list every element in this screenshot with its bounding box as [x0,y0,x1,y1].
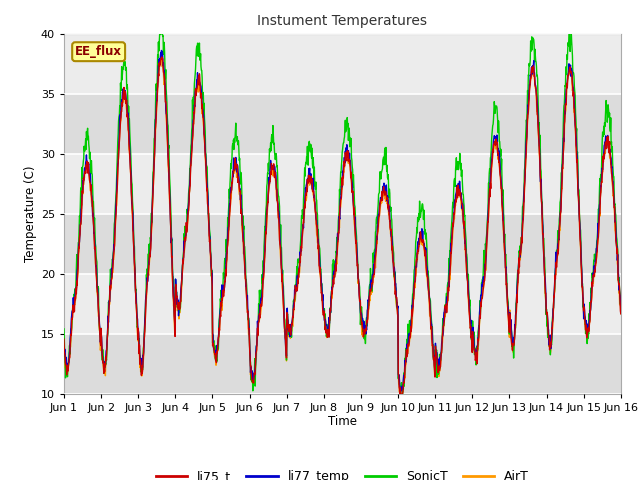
li77_temp [157,48,165,53]
AirT [429,355,437,361]
AirT [397,396,405,402]
SonicT [399,396,406,401]
li77_temp [171,317,179,323]
Bar [64,94,621,154]
li75_t [184,209,192,215]
SonicT [617,298,625,304]
AirT [171,328,179,334]
li75_t [429,357,437,363]
Bar [64,154,621,214]
SonicT [156,23,164,29]
li75_t [60,336,68,342]
li75_t [502,282,510,288]
Title: Instument Temperatures: Instument Temperatures [257,14,428,28]
Y-axis label: Temperature (C): Temperature (C) [24,165,36,262]
Bar [64,34,621,94]
Line: SonicT: SonicT [64,26,621,398]
li77_temp [617,306,625,312]
Line: AirT: AirT [64,57,621,399]
AirT [502,282,510,288]
li77_temp [397,388,405,394]
li77_temp [60,348,68,354]
SonicT [552,266,559,272]
SonicT [171,314,179,320]
li77_temp [552,265,559,271]
li75_t [552,276,559,282]
li75_t [158,54,166,60]
li75_t [398,394,406,399]
li77_temp [184,205,192,211]
li77_temp [429,355,437,361]
Line: li77_temp: li77_temp [64,50,621,391]
SonicT [429,356,437,362]
li75_t [617,311,625,317]
SonicT [184,202,192,207]
AirT [246,372,254,378]
Line: li75_t: li75_t [64,57,621,396]
AirT [184,215,192,220]
X-axis label: Time: Time [328,415,357,429]
AirT [60,346,68,352]
AirT [157,54,165,60]
Bar [64,214,621,274]
AirT [617,311,625,316]
Legend: li75_t, li77_temp, SonicT, AirT: li75_t, li77_temp, SonicT, AirT [151,465,534,480]
li77_temp [502,272,510,277]
li77_temp [246,370,254,375]
SonicT [502,269,510,275]
li75_t [246,363,254,369]
Bar [64,334,621,394]
SonicT [246,360,254,365]
li75_t [171,320,179,326]
Text: EE_flux: EE_flux [75,45,122,58]
SonicT [60,326,68,332]
Bar [64,274,621,334]
AirT [552,271,559,277]
